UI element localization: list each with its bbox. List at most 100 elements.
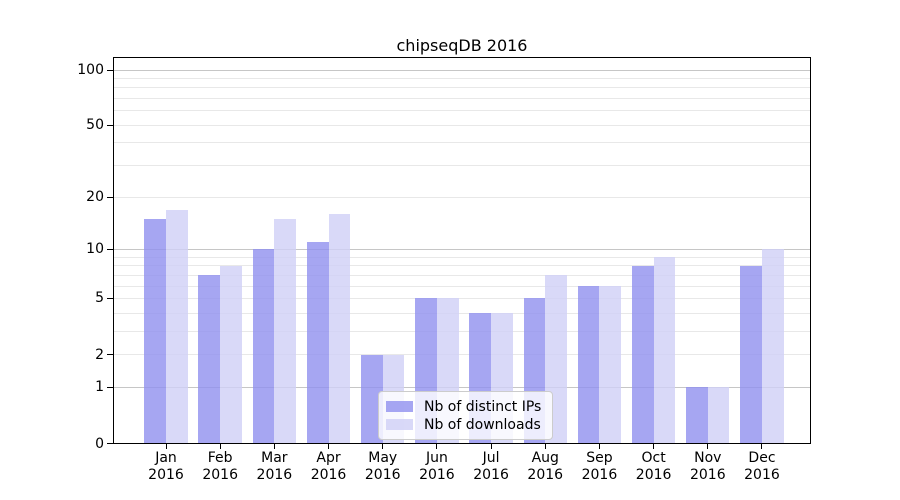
x-tick-month: Jun	[425, 450, 448, 466]
x-tick-mark-may	[382, 444, 384, 449]
x-tick-year: 2016	[744, 467, 780, 483]
bar-nb-of-distinct-ips-apr	[306, 242, 329, 444]
y-gridline-70	[113, 98, 811, 100]
x-tick-label-feb: Feb 2016	[192, 450, 248, 484]
x-tick-mark-mar	[273, 444, 275, 449]
y-gridline-20	[113, 196, 811, 198]
x-tick-month: Aug	[531, 450, 559, 466]
x-tick-month: Mar	[261, 450, 288, 466]
x-tick-month: Oct	[641, 450, 666, 466]
x-tick-mark-sep	[598, 444, 600, 449]
bar-nb-of-downloads-dec	[761, 249, 784, 444]
x-tick-mark-dec	[761, 444, 763, 449]
bar-nb-of-distinct-ips-jan	[144, 219, 166, 444]
y-gridline-8	[113, 265, 811, 267]
bar-nb-of-distinct-ips-nov	[686, 387, 708, 444]
bar-nb-of-downloads-oct	[653, 257, 676, 444]
y-gridline-4	[113, 312, 811, 314]
x-tick-year: 2016	[256, 467, 293, 483]
y-tick-label-100: 100	[77, 62, 104, 78]
legend-entry-nb-of-downloads: Nb of downloads	[386, 416, 544, 433]
legend-swatch-nb-of-downloads	[386, 419, 413, 430]
y-tick-mark-2	[107, 354, 113, 356]
y-tick-mark-10	[107, 248, 113, 250]
y-gridline-2	[113, 354, 811, 356]
y-gridline-30	[113, 165, 811, 167]
x-tick-label-jan: Jan 2016	[138, 450, 194, 484]
y-gridline-3	[113, 330, 811, 332]
y-tick-label-20: 20	[86, 189, 104, 206]
bar-nb-of-downloads-apr	[328, 214, 351, 444]
y-tick-mark-1	[107, 386, 113, 388]
legend-label: Nb of distinct IPs	[424, 398, 542, 415]
y-gridline-80	[113, 87, 811, 89]
x-tick-label-mar: Mar 2016	[246, 450, 302, 484]
y-tick-mark-100	[107, 69, 113, 71]
y-tick-mark-0	[107, 443, 113, 444]
x-tick-year: 2016	[635, 467, 672, 483]
x-tick-month: Jul	[482, 450, 500, 466]
y-tick-mark-20	[107, 196, 113, 198]
y-gridline-50	[113, 124, 811, 126]
x-tick-month: Dec	[748, 450, 776, 466]
x-tick-mark-aug	[544, 444, 546, 449]
bar-nb-of-downloads-sep	[599, 286, 622, 444]
x-tick-month: Feb	[207, 450, 233, 466]
x-tick-mark-apr	[328, 444, 330, 449]
x-tick-month: Jan	[155, 450, 177, 466]
x-tick-year: 2016	[419, 467, 455, 483]
x-tick-year: 2016	[202, 467, 238, 483]
x-tick-label-apr: Apr 2016	[301, 450, 357, 484]
x-tick-label-jul: Jul 2016	[463, 450, 519, 484]
y-gridline-60	[113, 110, 811, 112]
bar-nb-of-downloads-nov	[707, 387, 730, 444]
x-tick-mark-nov	[707, 444, 709, 449]
x-tick-year: 2016	[473, 467, 509, 483]
y-tick-label-5: 5	[95, 290, 104, 307]
bar-nb-of-distinct-ips-mar	[252, 249, 275, 444]
x-tick-label-dec: Dec 2016	[734, 450, 790, 484]
x-tick-year: 2016	[148, 467, 184, 483]
y-gridline-7	[113, 274, 811, 276]
x-tick-month: Sep	[586, 450, 613, 466]
bar-nb-of-distinct-ips-dec	[740, 265, 762, 444]
bar-nb-of-downloads-feb	[220, 265, 242, 444]
y-gridline-10	[113, 248, 811, 250]
y-gridline-100	[113, 69, 811, 71]
x-tick-label-aug: Aug 2016	[517, 450, 573, 484]
x-tick-month: Apr	[316, 450, 341, 466]
y-gridline-90	[113, 77, 811, 79]
x-tick-month: May	[368, 450, 398, 466]
x-tick-year: 2016	[527, 467, 564, 483]
y-tick-label-2: 2	[95, 346, 104, 363]
x-tick-mark-feb	[219, 444, 221, 449]
y-gridline-40	[113, 142, 811, 144]
y-gridline-5	[113, 297, 811, 299]
y-tick-label-50: 50	[86, 117, 104, 134]
x-tick-mark-jun	[436, 444, 438, 449]
bar-nb-of-distinct-ips-sep	[577, 286, 600, 444]
y-gridline-1	[113, 386, 811, 388]
legend: Nb of distinct IPs Nb of downloads	[378, 391, 553, 440]
bar-nb-of-downloads-mar	[274, 219, 297, 444]
x-tick-label-jun: Jun 2016	[409, 450, 465, 484]
x-tick-year: 2016	[364, 467, 401, 483]
chart-title: chipseqDB 2016	[396, 36, 528, 55]
bar-nb-of-distinct-ips-oct	[631, 265, 654, 444]
y-tick-mark-5	[107, 297, 113, 299]
y-gridline-6	[113, 285, 811, 287]
x-tick-mark-jan	[165, 444, 167, 449]
legend-entry-nb-of-distinct-ips: Nb of distinct IPs	[386, 398, 544, 415]
x-tick-year: 2016	[581, 467, 618, 483]
y-gridline-9	[113, 256, 811, 258]
bar-nb-of-distinct-ips-may	[361, 354, 383, 444]
x-tick-month: Nov	[694, 450, 722, 466]
x-tick-label-sep: Sep 2016	[571, 450, 627, 484]
legend-label: Nb of downloads	[424, 416, 541, 433]
x-tick-label-nov: Nov 2016	[680, 450, 736, 484]
bar-nb-of-downloads-jan	[166, 209, 188, 444]
x-tick-year: 2016	[689, 467, 726, 483]
bar-nb-of-distinct-ips-feb	[198, 275, 221, 444]
x-tick-mark-jul	[490, 444, 492, 449]
